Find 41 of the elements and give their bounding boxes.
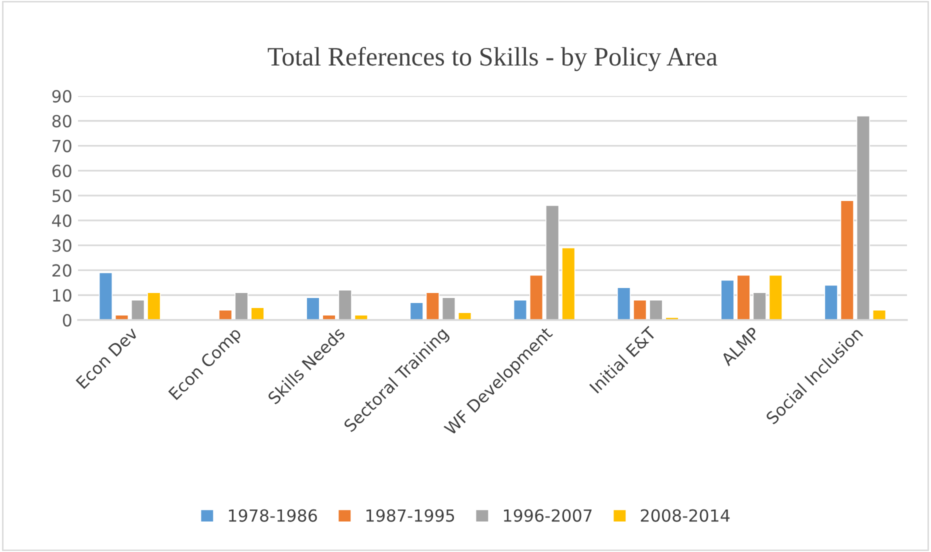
y-tick-label: 40 xyxy=(52,214,72,228)
bar xyxy=(562,247,576,320)
bar xyxy=(633,300,647,320)
y-tick-label: 80 xyxy=(52,114,72,128)
legend-label: 1987-1995 xyxy=(366,509,454,522)
bar xyxy=(513,300,528,320)
bar xyxy=(218,310,232,320)
y-tick-label: 90 xyxy=(52,90,72,103)
bar xyxy=(131,300,145,320)
bar xyxy=(306,297,320,320)
bar xyxy=(856,115,870,320)
bar xyxy=(720,280,734,320)
y-tick-label: 0 xyxy=(62,314,72,327)
bar xyxy=(840,200,854,320)
bar xyxy=(649,300,663,320)
bar xyxy=(234,292,248,320)
y-tick-label: 30 xyxy=(52,239,72,252)
chart-title: Total References to Skills - by Policy Area xyxy=(268,46,718,72)
bar xyxy=(872,310,886,320)
y-tick-label: 50 xyxy=(52,190,72,202)
bar xyxy=(410,302,424,320)
legend-label: 2008-2014 xyxy=(640,509,730,522)
y-tick-label: 10 xyxy=(53,289,72,302)
bar xyxy=(824,284,838,320)
legend-label: 1978-1986 xyxy=(228,509,317,522)
bar xyxy=(768,274,782,320)
bar xyxy=(426,292,440,320)
bar xyxy=(529,274,544,320)
bar xyxy=(338,290,352,320)
y-tick-label: 60 xyxy=(52,164,72,178)
y-tick-label: 70 xyxy=(52,140,72,152)
bar xyxy=(250,307,264,320)
bar xyxy=(736,274,750,320)
bar xyxy=(98,272,113,320)
bar xyxy=(546,205,560,320)
bar xyxy=(147,292,161,320)
legend-label: 1996-2007 xyxy=(504,509,592,522)
bar xyxy=(752,292,766,320)
bar xyxy=(617,287,631,320)
y-tick-label: 20 xyxy=(52,264,72,277)
bar xyxy=(442,297,456,320)
